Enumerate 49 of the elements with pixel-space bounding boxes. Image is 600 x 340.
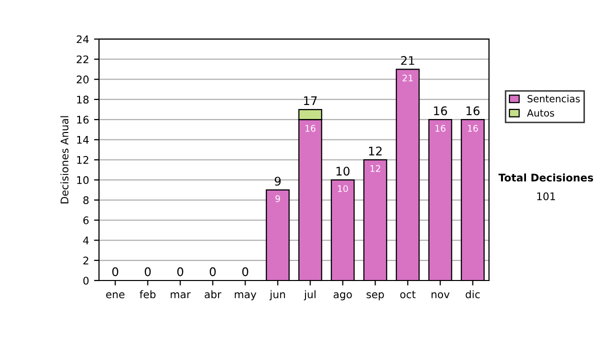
data-label: 16 [436,124,446,132]
x-tick-label: sep [366,292,384,300]
x-tick-label: jun [270,290,285,300]
total-label: 16 [466,106,480,116]
y-axis-title: Decisiones Anual [60,116,68,204]
total-label: 17 [304,96,317,106]
data-label: 16 [306,124,316,132]
y-tick-label: 12 [77,156,88,164]
total-label: 0 [144,267,151,276]
x-tick-label: dic [466,290,480,298]
total-label: 12 [369,146,382,156]
x-tick-label: may [234,292,256,300]
text: 101 [537,192,555,200]
data-label: 12 [370,165,380,172]
y-tick-label: 10 [77,176,89,184]
total-label: 16 [434,106,448,116]
x-tick-label: nov [432,292,450,298]
total-label: 0 [210,267,216,276]
total-label: 0 [242,267,248,276]
total-label: 0 [112,267,118,276]
y-tick-label: 2 [83,256,88,264]
text: Total Decisiones [498,173,594,182]
legend-label: Sentencias [528,94,580,102]
x-tick-label: ene [106,292,124,298]
total-label: 10 [336,166,350,176]
data-label: 21 [402,74,413,82]
y-tick-label: 14 [77,136,89,144]
data-label: 10 [338,185,348,192]
x-tick-label: abr [204,290,222,298]
data-label: 16 [468,124,478,132]
y-tick-label: 6 [83,216,89,224]
x-tick-label: oct [400,290,416,298]
data-label: 9 [275,195,280,202]
total-label: 21 [401,56,414,65]
x-tick-label: feb [140,290,156,298]
y-tick-label: 8 [83,196,89,204]
y-tick-label: 24 [76,35,89,44]
y-tick-label: 0 [83,276,89,285]
legend-label: Autos [527,109,554,117]
x-tick-label: jul [304,290,316,300]
y-tick-label: 4 [83,236,89,244]
y-tick-label: 16 [77,116,89,124]
y-tick-label: 20 [76,76,89,84]
total-label: 0 [177,267,184,276]
total-label: 9 [274,176,281,186]
y-tick-label: 18 [77,96,89,104]
x-tick-label: ago [334,292,352,300]
x-tick-label: mar [170,292,191,298]
y-tick-label: 22 [76,55,88,64]
